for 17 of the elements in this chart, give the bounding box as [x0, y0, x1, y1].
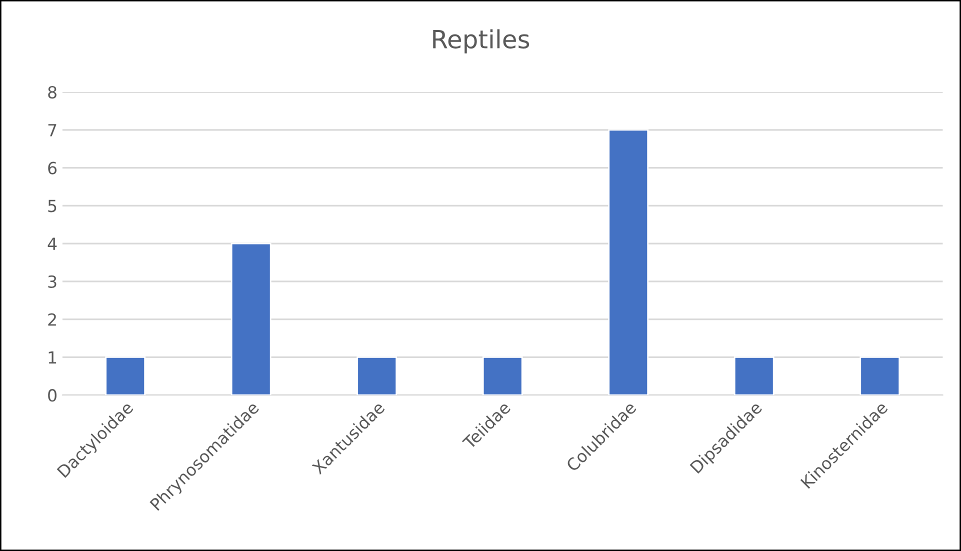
bar [734, 356, 774, 396]
y-tick-label: 7 [48, 124, 56, 136]
bar [608, 129, 649, 396]
bar [105, 356, 146, 396]
y-tick-label: 1 [48, 351, 56, 364]
bar [230, 242, 272, 396]
y-tick-label: 6 [48, 162, 57, 174]
bar [356, 356, 398, 396]
y-tick-label: 4 [48, 238, 57, 250]
y-tick-label: 8 [48, 86, 56, 99]
chart-title: Reptiles [433, 29, 530, 54]
y-tick-label: 2 [48, 313, 56, 326]
y-tick-label: 3 [48, 275, 56, 288]
bar [860, 356, 900, 396]
y-tick-label: 0 [48, 389, 56, 402]
y-tick-label: 5 [48, 200, 56, 212]
bar [482, 356, 523, 396]
